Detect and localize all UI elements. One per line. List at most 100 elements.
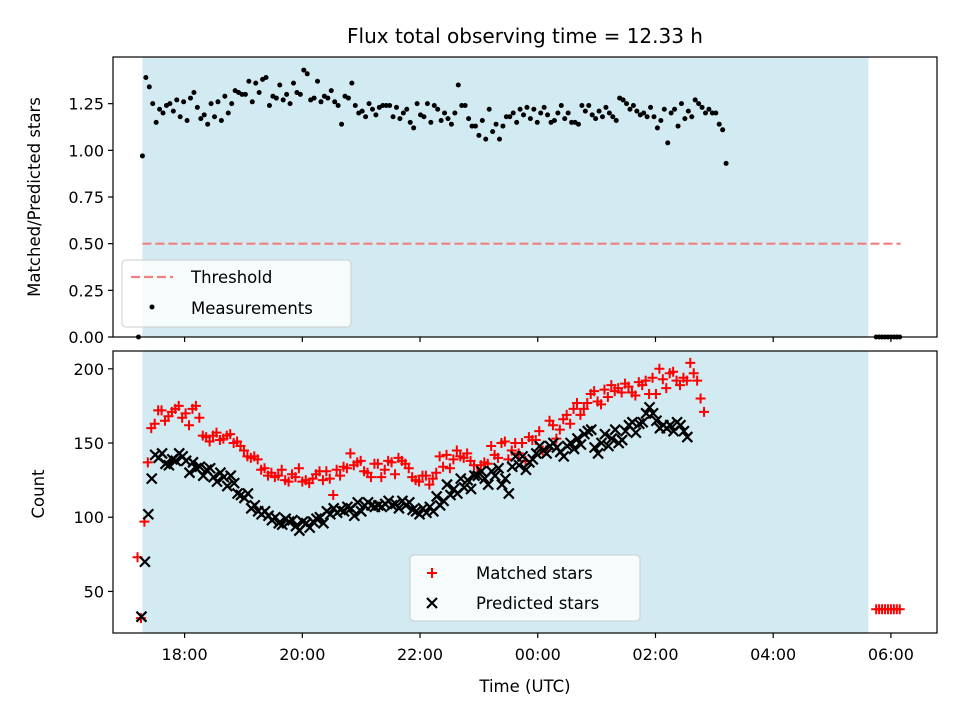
data-point: [139, 555, 151, 568]
data-point: [650, 389, 661, 400]
data-point: [177, 114, 183, 120]
data-point: [348, 509, 361, 522]
data-point: [706, 106, 712, 112]
data-point: [490, 129, 496, 135]
data-point: [619, 425, 632, 437]
data-point: [575, 409, 586, 420]
data-point: [674, 380, 685, 391]
data-point: [592, 447, 604, 460]
data-point: [510, 110, 516, 116]
data-point: [290, 472, 301, 483]
data-point: [627, 106, 633, 112]
data-point: [231, 487, 244, 500]
data-point: [709, 110, 715, 116]
data-point: [469, 123, 475, 129]
data-point: [513, 459, 525, 472]
data-point: [145, 472, 158, 485]
data-point: [273, 95, 279, 101]
data-point: [376, 472, 387, 483]
data-point: [452, 110, 458, 116]
data-point: [633, 417, 646, 430]
data-point: [499, 472, 512, 485]
x-tick-label: 00:00: [515, 645, 561, 664]
data-point: [475, 465, 488, 477]
data-point: [699, 406, 710, 417]
x-axis-label: Time (UTC): [478, 677, 570, 696]
data-point: [211, 475, 223, 488]
data-point: [644, 114, 650, 120]
data-point: [211, 427, 222, 438]
data-point: [589, 386, 600, 397]
data-point: [190, 400, 201, 411]
data-point: [339, 121, 345, 127]
data-point: [212, 114, 218, 120]
data-point: [276, 518, 288, 531]
x-tick-label: 20:00: [279, 645, 325, 664]
data-point: [335, 470, 346, 481]
data-point: [647, 372, 658, 383]
data-point: [602, 440, 615, 452]
y-tick-label: 1.00: [68, 141, 104, 160]
data-point: [678, 101, 684, 107]
data-point: [287, 101, 293, 107]
counts-panel: 50 100 150 200 18:00 20:00 22:00 00:00 02:00 04:0…: [73, 350, 938, 664]
data-point: [301, 67, 307, 73]
data-point: [332, 99, 338, 105]
data-point: [486, 106, 492, 112]
y-tick-label: 0.25: [68, 281, 104, 300]
data-point: [557, 450, 570, 463]
y-tick-label: 0.50: [68, 235, 104, 254]
data-point: [290, 80, 296, 86]
data-point: [596, 399, 607, 410]
data-point: [160, 110, 166, 116]
data-point: [699, 104, 705, 110]
data-point: [297, 91, 303, 97]
data-point: [184, 420, 195, 431]
data-point: [249, 99, 255, 105]
data-point: [225, 110, 231, 116]
series-measurements: [139, 67, 729, 166]
data-point: [359, 108, 365, 114]
data-point: [181, 99, 187, 105]
data-point: [493, 121, 499, 127]
data-point: [208, 101, 214, 107]
data-point: [393, 104, 399, 110]
data-point: [445, 116, 451, 122]
data-point: [451, 445, 462, 456]
y-tick-label: 0.00: [68, 328, 104, 347]
legend-label: Predicted stars: [476, 594, 599, 613]
data-point: [493, 452, 504, 463]
data-point: [472, 123, 478, 129]
data-point: [242, 487, 254, 500]
data-point: [328, 88, 334, 94]
data-point: [569, 119, 575, 125]
data-point: [641, 110, 647, 116]
data-point: [623, 381, 634, 392]
data-point: [486, 440, 497, 451]
data-point: [582, 425, 594, 437]
data-point: [355, 505, 367, 518]
data-point: [266, 103, 272, 109]
data-point: [716, 121, 722, 127]
data-point: [654, 363, 665, 374]
y-tick-label: 150: [73, 434, 104, 453]
data-point: [582, 108, 588, 114]
data-point: [157, 106, 163, 112]
data-point: [205, 121, 211, 127]
data-point: [286, 514, 299, 526]
data-point: [613, 117, 619, 123]
data-point: [424, 101, 430, 107]
data-point: [692, 97, 698, 103]
data-point: [530, 447, 543, 460]
data-point: [681, 375, 692, 386]
data-point: [427, 473, 438, 484]
data-point: [545, 112, 551, 118]
data-point: [688, 368, 699, 379]
data-point: [606, 110, 612, 116]
data-point: [634, 108, 640, 114]
data-point: [489, 469, 501, 482]
data-point: [310, 512, 323, 525]
y-tick-label: 50: [84, 582, 104, 601]
data-point: [273, 517, 285, 529]
data-point: [517, 438, 528, 449]
